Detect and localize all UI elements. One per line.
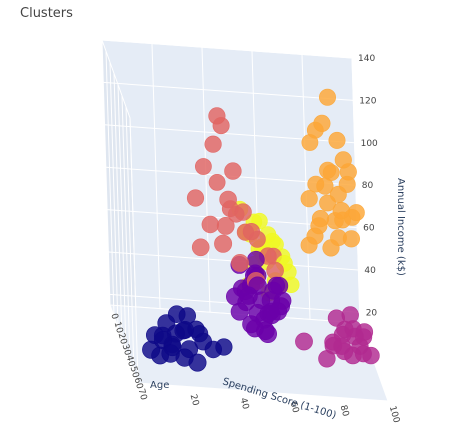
- data-point-cluster_3: [201, 215, 220, 234]
- data-point-cluster_3: [266, 261, 284, 280]
- x-tick-label: 0: [108, 312, 119, 320]
- x-tick-label: 60: [132, 377, 145, 391]
- data-point-cluster_4: [313, 114, 331, 132]
- data-point-cluster_4: [300, 190, 318, 208]
- data-point-cluster_2: [344, 346, 362, 365]
- x-tick-label: 50: [128, 365, 141, 379]
- data-point-cluster_2: [362, 346, 380, 365]
- data-point-cluster_4: [347, 204, 365, 222]
- data-point-cluster_0: [194, 332, 212, 351]
- grid-line-age: [121, 95, 131, 361]
- x-tick-label: 20: [116, 332, 129, 346]
- z-tick-label: 140: [358, 54, 375, 64]
- x-tick-label: 40: [124, 354, 137, 368]
- y-tick-label: 80: [338, 404, 351, 418]
- data-point-cluster_3: [186, 189, 205, 207]
- data-point-cluster_3: [208, 107, 226, 125]
- grid-line-age: [129, 117, 139, 384]
- data-point-cluster_4: [332, 202, 350, 220]
- z-tick-label: 100: [361, 139, 378, 149]
- x-tick-label: 30: [120, 343, 133, 357]
- data-point-cluster_1: [256, 321, 275, 341]
- x-tick-label: 10: [112, 321, 125, 335]
- data-point-cluster_1: [261, 291, 281, 310]
- z-tick-label: 20: [366, 308, 378, 318]
- data-point-cluster_4: [318, 88, 336, 106]
- data-point-cluster_3: [214, 234, 233, 253]
- data-points: [142, 88, 380, 372]
- data-point-cluster_4: [334, 151, 352, 169]
- z-tick-label: 60: [363, 224, 375, 234]
- x-axis-title: Age: [150, 380, 169, 391]
- data-point-cluster_4: [342, 230, 361, 248]
- data-point-cluster_1: [270, 276, 289, 295]
- data-point-cluster_3: [231, 253, 249, 272]
- z-tick-label: 120: [359, 96, 376, 106]
- y-tick-label: 100: [387, 405, 401, 424]
- data-point-cluster_4: [322, 239, 340, 257]
- data-point-cluster_4: [319, 161, 337, 179]
- grid-line-income: [101, 39, 353, 59]
- data-point-cluster_4: [328, 131, 346, 149]
- data-point-cluster_3: [242, 223, 260, 241]
- grid-line-age: [109, 62, 119, 328]
- grid-line-score: [301, 54, 311, 320]
- z-tick-label: 80: [362, 181, 374, 191]
- data-point-cluster_0: [142, 340, 161, 359]
- y-tick-label: 40: [238, 397, 251, 411]
- data-point-cluster_0: [161, 344, 180, 363]
- data-point-cluster_2: [324, 336, 343, 355]
- data-point-cluster_2: [341, 306, 359, 324]
- data-point-cluster_2: [295, 332, 313, 351]
- data-point-cluster_3: [216, 216, 235, 235]
- data-point-cluster_3: [191, 238, 210, 257]
- grid-line-score: [351, 57, 361, 324]
- y-tick-label: 60: [288, 400, 301, 414]
- data-point-cluster_3: [224, 162, 242, 180]
- data-point-cluster_1: [248, 304, 267, 323]
- grid-line-income: [103, 81, 354, 101]
- data-point-cluster_4: [311, 210, 330, 228]
- chart-title: Clusters: [20, 6, 73, 21]
- data-point-cluster_2: [355, 323, 374, 341]
- data-point-cluster_1: [247, 250, 265, 269]
- z-tick-label: 40: [364, 266, 376, 276]
- data-point-cluster_3: [219, 190, 237, 209]
- data-point-cluster_1: [239, 286, 258, 305]
- grid-line-age: [113, 73, 123, 339]
- grid-line-age: [117, 84, 127, 350]
- data-point-cluster_3: [194, 158, 212, 175]
- x-tick-label: 70: [136, 388, 149, 402]
- data-point-cluster_4: [306, 227, 324, 245]
- data-point-cluster_3: [234, 203, 252, 221]
- z-axis-title: Annual Income (k$): [395, 178, 406, 276]
- data-point-cluster_3: [204, 135, 222, 153]
- data-point-cluster_3: [208, 173, 226, 191]
- grid-line-score: [151, 43, 161, 309]
- grid-line-score: [201, 47, 211, 313]
- grid-line-age: [125, 106, 135, 372]
- data-point-cluster_4: [316, 177, 334, 195]
- y-tick-label: 20: [188, 393, 201, 407]
- grid-line-age: [105, 51, 115, 317]
